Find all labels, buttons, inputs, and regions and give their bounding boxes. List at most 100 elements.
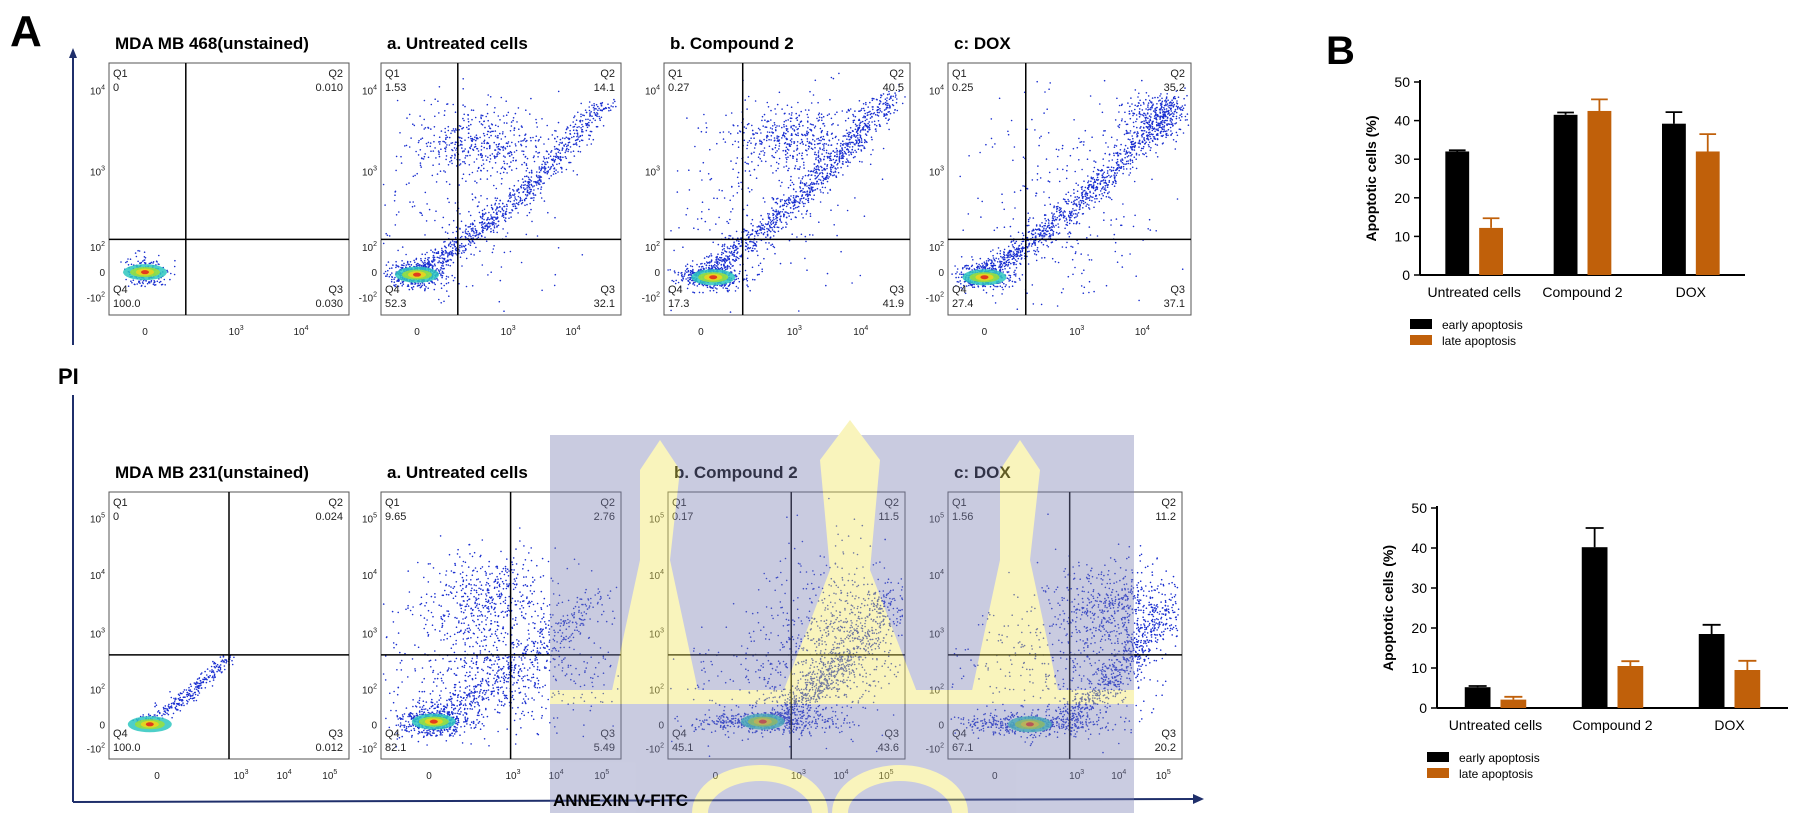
- event-dot: [959, 273, 961, 275]
- event-dot: [494, 227, 496, 229]
- tick-label: 0: [142, 327, 148, 338]
- event-dot: [986, 292, 988, 294]
- event-dot: [409, 114, 411, 116]
- event-dot: [514, 127, 516, 129]
- event-dot: [692, 266, 694, 268]
- event-dot: [468, 128, 470, 130]
- event-dot: [736, 278, 738, 280]
- event-dot: [824, 156, 826, 158]
- event-dot: [465, 155, 467, 157]
- event-dot: [408, 182, 410, 184]
- event-dot: [1015, 275, 1017, 277]
- event-dot: [505, 213, 507, 215]
- event-dot: [482, 159, 484, 161]
- event-dot: [1004, 249, 1006, 251]
- event-dot: [852, 130, 854, 132]
- event-dot: [733, 259, 735, 261]
- event-dot: [836, 153, 838, 155]
- event-dot: [501, 97, 503, 99]
- event-dot: [503, 310, 505, 312]
- event-dot: [844, 153, 846, 155]
- event-dot: [529, 193, 531, 195]
- event-dot: [587, 119, 589, 121]
- event-dot: [455, 128, 457, 130]
- event-dot: [762, 150, 764, 152]
- event-dot: [827, 173, 829, 175]
- event-dot: [524, 138, 526, 140]
- event-dot: [534, 161, 536, 163]
- event-dot: [504, 147, 506, 149]
- event-dot: [798, 124, 800, 126]
- event-dot: [842, 149, 844, 151]
- event-dot: [537, 177, 539, 179]
- event-dot: [897, 110, 899, 112]
- event-dot: [421, 124, 423, 126]
- event-dot: [864, 129, 866, 131]
- event-dot: [984, 261, 986, 263]
- event-dot: [580, 114, 582, 116]
- event-dot: [506, 142, 508, 144]
- event-dot: [701, 266, 703, 268]
- event-dot: [769, 218, 771, 220]
- event-dot: [420, 138, 422, 140]
- event-dot: [860, 109, 862, 111]
- tick-exp: 3: [512, 325, 516, 332]
- event-dot: [885, 104, 887, 106]
- event-dot: [488, 222, 490, 224]
- event-dot: [774, 231, 776, 233]
- event-dot: [555, 153, 557, 155]
- event-dot: [721, 264, 723, 266]
- event-dot: [872, 109, 874, 111]
- tick-label: 103: [90, 165, 105, 178]
- event-dot: [128, 264, 130, 266]
- event-dot: [487, 217, 489, 219]
- quadrant-value: 0.010: [315, 82, 343, 94]
- event-dot: [785, 157, 787, 159]
- event-dot: [441, 277, 443, 279]
- event-dot: [447, 136, 449, 138]
- event-dot: [455, 141, 457, 143]
- event-dot: [785, 201, 787, 203]
- event-dot: [788, 213, 790, 215]
- event-dot: [558, 151, 560, 153]
- event-dot: [515, 113, 517, 115]
- event-dot: [757, 235, 759, 237]
- event-dot: [580, 121, 582, 123]
- event-dot: [553, 173, 555, 175]
- event-dot: [854, 150, 856, 152]
- event-dot: [446, 276, 448, 278]
- event-dot: [853, 157, 855, 159]
- event-dot: [728, 131, 730, 133]
- event-dot: [796, 236, 798, 238]
- event-dot: [1149, 134, 1151, 136]
- event-dot: [810, 171, 812, 173]
- event-dot: [478, 167, 480, 169]
- event-dot: [464, 106, 466, 108]
- event-dot: [746, 235, 748, 237]
- event-dot: [486, 219, 488, 221]
- event-dot: [842, 161, 844, 163]
- event-dot: [840, 167, 842, 169]
- event-dot: [888, 111, 890, 113]
- event-dot: [761, 232, 763, 234]
- event-dot: [510, 251, 512, 253]
- event-dot: [499, 119, 501, 121]
- event-dot: [476, 182, 478, 184]
- event-dot: [718, 268, 720, 270]
- event-dot: [821, 132, 823, 134]
- event-dot: [1009, 267, 1011, 269]
- event-dot: [433, 258, 435, 260]
- event-dot: [553, 168, 555, 170]
- event-dot: [772, 244, 774, 246]
- event-dot: [495, 125, 497, 127]
- event-dot: [723, 138, 725, 140]
- event-dot: [461, 245, 463, 247]
- event-dot: [414, 125, 416, 127]
- event-dot: [464, 163, 466, 165]
- event-dot: [769, 213, 771, 215]
- event-dot: [774, 137, 776, 139]
- event-dot: [803, 164, 805, 166]
- event-dot: [1095, 189, 1097, 191]
- event-dot: [820, 166, 822, 168]
- event-dot: [972, 265, 974, 267]
